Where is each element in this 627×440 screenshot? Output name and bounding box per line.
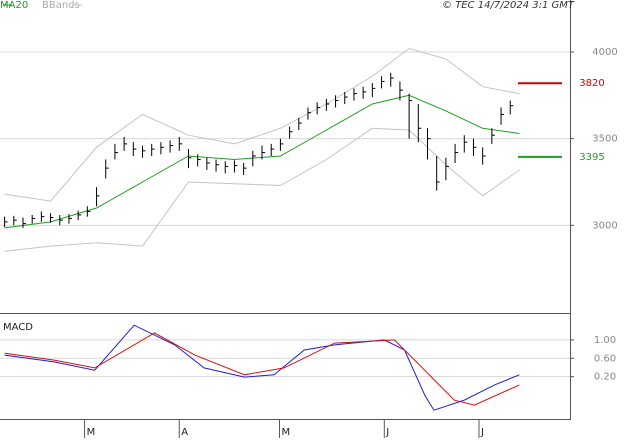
legend-label: BBands xyxy=(42,0,80,11)
level-label: 3395 xyxy=(579,152,604,163)
y-tick-label: 4000 xyxy=(592,47,617,58)
y-tick-label: 3000 xyxy=(592,220,617,231)
x-tick-label: J xyxy=(385,427,389,438)
y-tick-label: 0.60 xyxy=(594,353,616,364)
y-tick-label: 0.20 xyxy=(594,372,616,383)
x-tick-label: J xyxy=(480,427,484,438)
level-label: 3820 xyxy=(579,78,604,89)
legend-label: MA20 xyxy=(0,0,28,11)
macd-line xyxy=(4,332,520,406)
source: © TEC 14/7/2024 3:1 GMT xyxy=(442,0,575,11)
y-tick-label: 3500 xyxy=(592,134,617,145)
panel-title: MACD xyxy=(3,322,33,333)
macd-line xyxy=(4,324,520,411)
y-tick-label: 1.00 xyxy=(594,335,616,346)
x-tick-label: M xyxy=(281,427,290,438)
x-tick-label: A xyxy=(181,427,188,438)
band-upper xyxy=(4,47,520,202)
ma-line xyxy=(4,94,520,229)
x-tick-label: M xyxy=(87,427,96,438)
